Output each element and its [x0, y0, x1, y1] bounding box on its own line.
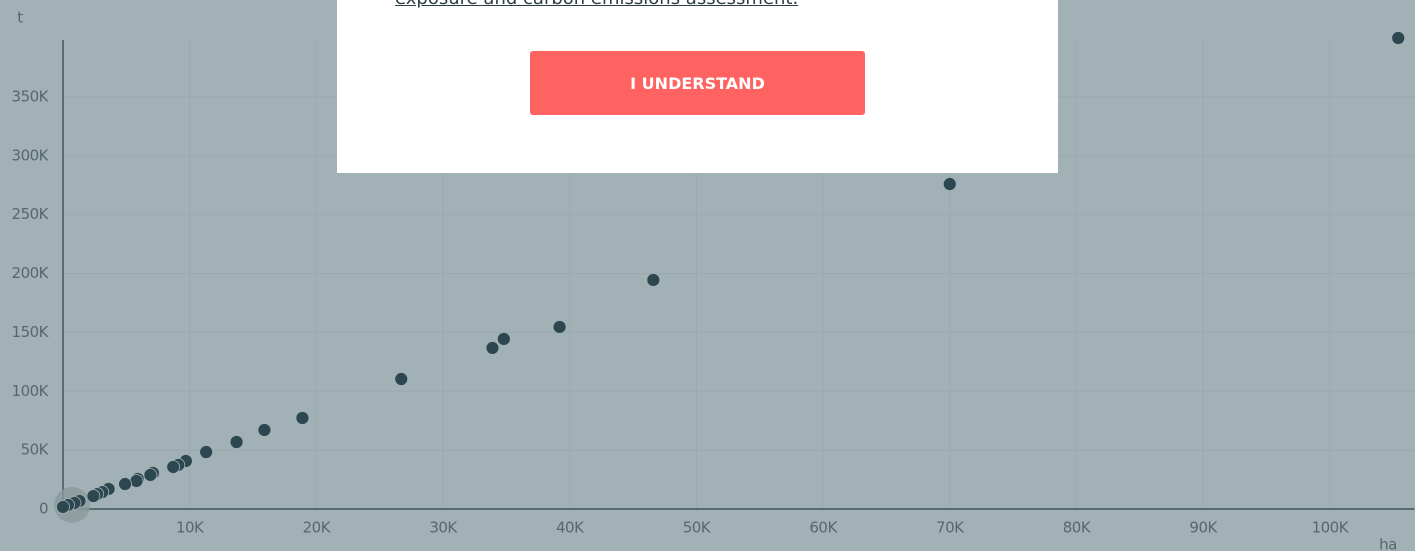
y-axis-label: t [17, 9, 23, 27]
point [552, 320, 567, 334]
x-tick-label: 40K [556, 519, 585, 537]
point [295, 411, 310, 425]
y-tick-label: 350K [12, 87, 50, 105]
point [942, 177, 957, 191]
x-tick-label: 100K [1312, 519, 1350, 537]
modal: exposure and carbon emissions assessment… [337, 0, 1058, 173]
point [86, 489, 101, 503]
point [394, 372, 409, 386]
point [496, 332, 511, 346]
x-tick-label: 30K [429, 519, 458, 537]
point [143, 468, 158, 482]
x-axis-label: ha [1379, 536, 1397, 551]
point [118, 477, 132, 491]
y-tick-label: 300K [12, 146, 50, 164]
y-tick-label: 250K [12, 205, 50, 223]
y-tick-label: 0 [39, 500, 48, 518]
modal-text[interactable]: exposure and carbon emissions assessment… [395, 0, 798, 9]
point [229, 435, 244, 449]
x-tick-label: 70K [936, 519, 965, 537]
x-tick-label: 50K [683, 519, 712, 537]
y-tick-label: 100K [12, 382, 50, 400]
point [199, 445, 214, 459]
x-tick-label: 60K [809, 519, 838, 537]
accept-button[interactable]: I UNDERSTAND [530, 51, 865, 115]
point [485, 341, 500, 355]
point [166, 460, 181, 474]
point [646, 273, 661, 287]
point [1391, 31, 1406, 45]
point [56, 500, 70, 514]
x-tick-label: 10K [176, 519, 205, 537]
x-tick-label: 80K [1063, 519, 1092, 537]
x-tick-label: 20K [303, 519, 332, 537]
y-tick-label: 150K [12, 323, 50, 341]
y-tick-label: 50K [21, 441, 50, 459]
point [257, 423, 272, 437]
x-tick-label: 90K [1189, 519, 1218, 537]
y-tick-label: 200K [12, 264, 50, 282]
point [129, 474, 144, 488]
